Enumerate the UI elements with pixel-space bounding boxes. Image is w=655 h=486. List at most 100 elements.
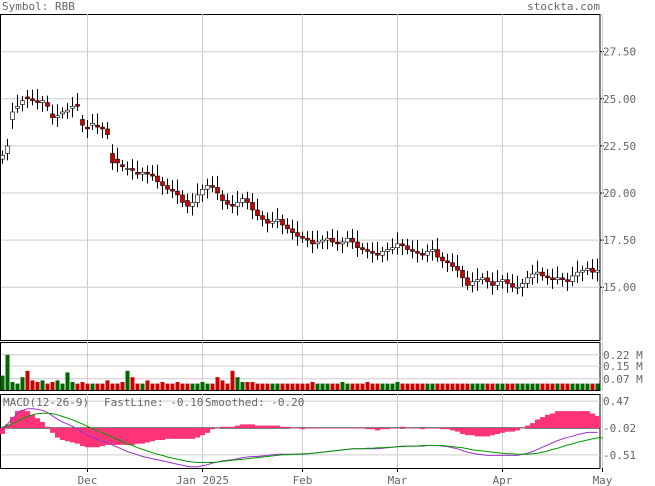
macd-histogram-bar (385, 427, 390, 430)
price-tick-label: 27.50 (603, 46, 636, 59)
volume-bar (65, 372, 70, 390)
volume-bar (585, 383, 590, 390)
volume-bar (570, 383, 575, 390)
macd-histogram-bar (315, 427, 320, 429)
macd-histogram-bar (250, 424, 255, 428)
volume-bar (395, 382, 400, 390)
macd-histogram-bar (495, 427, 500, 435)
candle-body (430, 249, 435, 252)
volume-bar (165, 383, 170, 390)
volume-bar (230, 370, 235, 390)
candle-body (140, 171, 145, 175)
candle-body (570, 275, 575, 282)
candle-body (310, 239, 315, 245)
volume-bar (295, 383, 300, 390)
volume-bar (220, 380, 225, 390)
candle-body (300, 236, 305, 239)
candle-body (555, 277, 560, 280)
candle-body (255, 209, 260, 216)
macd-histogram-bar (365, 427, 370, 430)
macd-histogram-bar (505, 427, 510, 432)
volume-bar (515, 383, 520, 390)
candle-body (45, 102, 50, 107)
price-tick-label: 15.00 (603, 281, 636, 294)
macd-histogram-bar (480, 427, 485, 437)
macd-histogram-bar (10, 417, 15, 428)
macd-histogram-bar (370, 427, 375, 430)
macd-histogram-bar (435, 427, 440, 429)
macd-tick-label: -0.02 (603, 422, 636, 435)
candle-body (535, 271, 540, 275)
volume-bar (450, 383, 455, 390)
volume-bar (250, 382, 255, 390)
candle-body (275, 219, 280, 222)
macd-histogram-bar (540, 417, 545, 428)
candle-body (70, 106, 75, 109)
macd-histogram-bar (570, 411, 575, 428)
candle-body (205, 185, 210, 190)
volume-bar (470, 383, 475, 390)
volume-bar (335, 383, 340, 390)
macd-histogram-bar (265, 425, 270, 428)
macd-histogram-bar (225, 426, 230, 428)
volume-bar (315, 383, 320, 390)
volume-bar (465, 383, 470, 390)
volume-bar (120, 382, 125, 390)
candle-body (170, 188, 175, 192)
candle-body (350, 237, 355, 243)
macd-histogram-bar (110, 427, 115, 445)
volume-bar (285, 383, 290, 390)
candle-body (590, 268, 595, 273)
volume-bar (145, 380, 150, 390)
macd-histogram-bar (180, 427, 185, 439)
candle-body (365, 249, 370, 252)
macd-histogram-bar (290, 427, 295, 429)
volume-bar (555, 383, 560, 390)
volume-bar (170, 383, 175, 390)
candle-body (420, 253, 425, 256)
candle-body (245, 198, 250, 203)
volume-bar (445, 383, 450, 390)
candle-body (75, 104, 80, 107)
candle-body (0, 155, 5, 160)
volume-bar (325, 383, 330, 390)
candle-body (155, 175, 160, 183)
volume-bar (155, 383, 160, 390)
macd-histogram-bar (325, 427, 330, 429)
macd-histogram-bar (80, 427, 85, 447)
volume-bar (215, 377, 220, 390)
candle-body (305, 237, 310, 241)
macd-histogram-bar (345, 427, 350, 429)
volume-bar (200, 382, 205, 390)
volume-bar (535, 383, 540, 390)
macd-histogram-bar (160, 427, 165, 441)
macd-histogram-bar (0, 427, 5, 435)
candle-body (295, 232, 300, 237)
macd-histogram-bar (595, 415, 600, 428)
macd-histogram-bar (275, 425, 280, 428)
volume-bar (435, 383, 440, 390)
candle-body (240, 198, 245, 203)
candle-body (5, 145, 10, 154)
macd-histogram-bar (150, 427, 155, 442)
volume-bar (180, 383, 185, 390)
macd-histogram-bar (470, 427, 475, 436)
macd-histogram-bar (335, 427, 340, 429)
macd-histogram-bar (60, 427, 65, 441)
candle-body (425, 251, 430, 256)
macd-smoothed-line (2, 412, 603, 463)
candle-body (280, 219, 285, 226)
macd-histogram-bar (245, 424, 250, 428)
volume-bar (425, 383, 430, 390)
month-label: Jan 2025 (176, 474, 229, 486)
candle-body (15, 106, 20, 109)
macd-histogram-bar (515, 427, 520, 431)
candle-body (165, 185, 170, 190)
volume-bar (550, 383, 555, 390)
volume-bar (430, 383, 435, 390)
macd-histogram-bar (485, 427, 490, 437)
macd-histogram-bar (455, 427, 460, 432)
volume-bar (280, 383, 285, 390)
macd-histogram-bar (130, 427, 135, 445)
candle-body (395, 243, 400, 248)
